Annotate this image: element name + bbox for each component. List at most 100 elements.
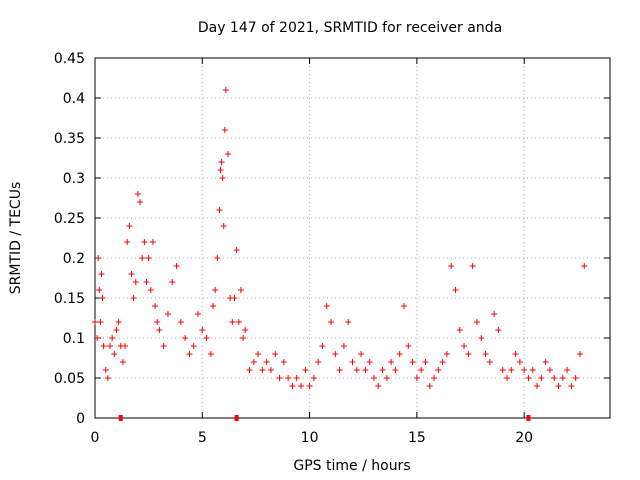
data-point [435, 367, 442, 373]
chart-title: Day 147 of 2021, SRMTID for receiver and… [198, 20, 502, 36]
data-point [465, 351, 472, 357]
data-point [431, 375, 438, 381]
data-point [128, 271, 135, 277]
data-point [95, 255, 102, 261]
data-point [212, 287, 219, 293]
data-point [525, 375, 532, 381]
data-point [242, 327, 249, 333]
data-point [173, 263, 180, 269]
data-point [285, 375, 292, 381]
data-point [156, 327, 163, 333]
baseline-mark [234, 415, 239, 421]
data-point [546, 367, 553, 373]
data-point [113, 327, 120, 333]
data-point [141, 239, 148, 245]
data-point [100, 343, 107, 349]
data-point [366, 359, 373, 365]
data-point [250, 359, 257, 365]
data-point [104, 375, 111, 381]
data-point [220, 223, 227, 229]
data-point [473, 319, 480, 325]
data-point [182, 335, 189, 341]
data-point [229, 319, 236, 325]
data-point [154, 319, 161, 325]
data-point [143, 279, 150, 285]
data-point [130, 295, 137, 301]
data-point [521, 367, 528, 373]
data-point [145, 255, 152, 261]
data-point [422, 359, 429, 365]
data-point [401, 303, 407, 309]
y-tick-label: 0.25 [54, 211, 85, 227]
y-tick-label: 0.15 [54, 291, 85, 307]
data-point [448, 263, 455, 269]
data-point [219, 175, 226, 181]
data-point [225, 151, 232, 157]
data-point [233, 247, 240, 253]
data-point [149, 239, 156, 245]
data-point [392, 367, 399, 373]
plot-frame [94, 57, 611, 419]
y-tick-label: 0.05 [54, 371, 85, 387]
y-tick-label: 0.3 [63, 171, 85, 187]
baseline-mark [118, 415, 123, 421]
data-point [169, 279, 176, 285]
y-tick-label: 0.2 [63, 251, 85, 267]
y-axis-label: SRMTID / TECUs [8, 182, 24, 295]
data-point [132, 279, 139, 285]
data-point [529, 367, 536, 373]
data-point [396, 351, 403, 357]
data-point [332, 351, 339, 357]
data-point [542, 359, 549, 365]
data-point [263, 359, 270, 365]
data-point [461, 343, 468, 349]
data-point [107, 343, 114, 349]
data-point [216, 207, 223, 213]
x-axis-label: GPS time / hours [293, 458, 410, 474]
data-point [203, 335, 210, 341]
data-point [362, 367, 369, 373]
data-point [94, 335, 101, 341]
data-point [186, 351, 193, 357]
x-tick-label: 5 [198, 430, 207, 446]
data-point [102, 367, 109, 373]
data-point [564, 367, 571, 373]
data-points [92, 87, 588, 389]
data-point [508, 367, 515, 373]
data-point [259, 367, 266, 373]
y-tick-label: 0.35 [54, 131, 85, 147]
data-point [576, 351, 583, 357]
data-point [358, 351, 365, 357]
data-point [486, 359, 493, 365]
data-point [293, 375, 300, 381]
data-point [99, 295, 106, 301]
data-point [96, 287, 103, 293]
data-point [177, 319, 184, 325]
data-point [323, 303, 330, 309]
data-point [516, 359, 523, 365]
data-point [237, 287, 244, 293]
data-point [109, 335, 116, 341]
data-point [267, 367, 274, 373]
data-point [160, 343, 167, 349]
data-point [370, 375, 377, 381]
data-point [340, 343, 347, 349]
data-point [147, 287, 154, 293]
data-point [272, 351, 279, 357]
data-point [190, 343, 197, 349]
data-point [405, 343, 412, 349]
data-point [345, 319, 352, 325]
data-point [452, 287, 459, 293]
data-point [218, 159, 225, 165]
data-point [217, 167, 224, 173]
data-point [572, 375, 579, 381]
data-point [214, 255, 221, 261]
data-point [555, 383, 562, 389]
data-point [319, 343, 326, 349]
data-point [139, 255, 146, 261]
data-point [581, 263, 588, 269]
data-point [478, 335, 485, 341]
data-point [568, 383, 575, 389]
x-tick-label: 0 [91, 430, 100, 446]
